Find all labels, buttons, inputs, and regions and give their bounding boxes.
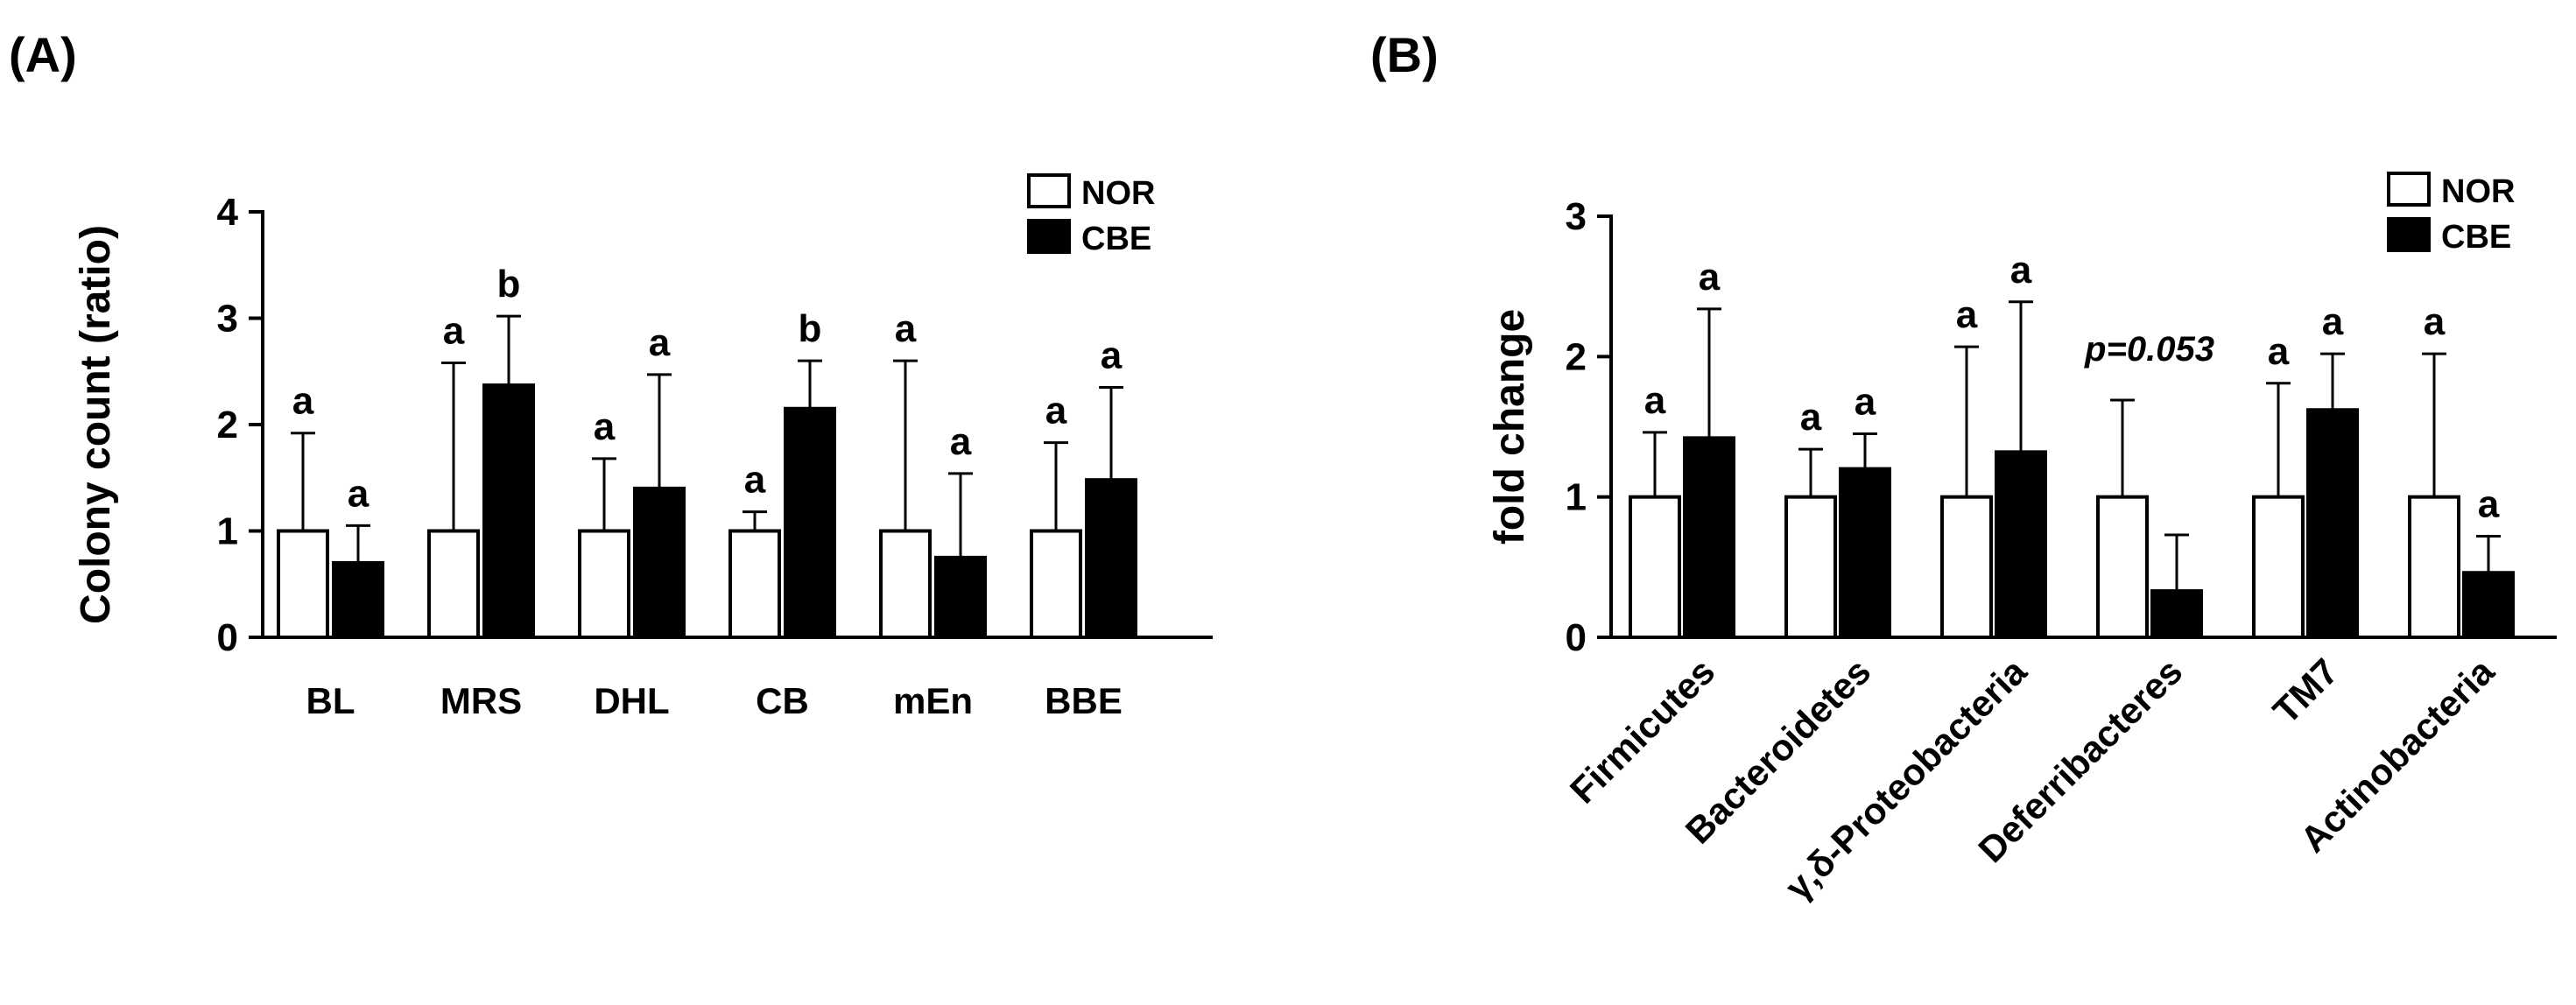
bar-cbe <box>2462 571 2515 639</box>
x-category-label: BBE <box>1045 680 1123 721</box>
significance-letter: a <box>1800 396 1822 439</box>
legend-swatch-cbe <box>2387 217 2431 252</box>
bar-cbe <box>1683 436 1735 639</box>
y-tick-label: 1 <box>217 510 238 553</box>
legend-label: NOR <box>1081 175 1155 212</box>
bar-cbe <box>1839 467 1891 639</box>
significance-letter: a <box>1101 334 1123 376</box>
bar-cbe <box>1085 478 1137 639</box>
y-tick-label: 1 <box>1566 476 1587 519</box>
significance-letter: a <box>1045 390 1067 432</box>
significance-letter: a <box>2322 300 2344 343</box>
bar-cbe <box>332 560 384 640</box>
bar-nor <box>2096 495 2149 640</box>
legend-swatch-nor <box>1027 173 1071 208</box>
x-category-label: TM7 <box>2265 650 2347 732</box>
y-axis-title: fold change <box>1487 309 1533 545</box>
y-tick-label: 3 <box>217 298 238 341</box>
significance-letter: b <box>799 307 822 350</box>
significance-letter: a <box>1855 381 1876 424</box>
bar-cbe <box>482 383 535 639</box>
bar-nor <box>277 529 329 639</box>
y-tick-label: 2 <box>217 404 238 446</box>
y-tick-label: 0 <box>217 616 238 659</box>
bar-nor <box>578 529 630 639</box>
bar-cbe <box>633 486 686 640</box>
significance-letter: a <box>1699 256 1721 299</box>
y-tick-label: 0 <box>1566 616 1587 659</box>
legend-label: CBE <box>1081 221 1151 257</box>
x-category-label: BL <box>306 680 355 721</box>
significance-letter: a <box>1956 293 1978 336</box>
bar-nor <box>1030 529 1082 639</box>
significance-letter: a <box>895 307 917 350</box>
bar-cbe <box>934 555 987 639</box>
bar-nor <box>427 529 480 639</box>
y-tick-label: 3 <box>1566 195 1587 238</box>
y-axis-title: Colony count (ratio) <box>73 225 119 624</box>
legend-swatch-nor <box>2387 172 2431 207</box>
significance-letter: a <box>1644 379 1666 422</box>
bar-nor <box>2252 495 2305 640</box>
significance-letter: a <box>950 420 972 463</box>
x-category-label: MRS <box>440 680 522 721</box>
bar-nor <box>1784 495 1837 640</box>
panel-b-label: (B) <box>1370 27 1439 82</box>
significance-letter: a <box>2424 300 2446 343</box>
significance-letter: a <box>744 459 766 502</box>
significance-letter: a <box>443 310 465 353</box>
panel-a-label: (A) <box>9 27 77 82</box>
bar-cbe <box>2150 589 2203 640</box>
bar-cbe <box>1995 450 2047 639</box>
x-category-label: Firmicutes <box>1562 650 1722 811</box>
bar-nor <box>1629 495 1681 640</box>
significance-letter: a <box>594 405 616 448</box>
significance-letter: a <box>2268 330 2290 373</box>
x-category-label: mEn <box>893 680 973 721</box>
x-category-label: CB <box>756 680 809 721</box>
y-tick-label: 4 <box>217 191 239 234</box>
significance-letter: a <box>292 380 314 423</box>
significance-letter: a <box>2010 249 2032 292</box>
bar-nor <box>1940 495 1993 640</box>
bar-nor <box>2408 495 2460 640</box>
significance-letter: a <box>2478 483 2500 526</box>
p-value-annotation: p=0.053 <box>2084 330 2214 369</box>
y-tick-label: 2 <box>1566 335 1587 378</box>
bar-cbe <box>2306 408 2359 639</box>
bar-nor <box>879 529 932 639</box>
legend-label: CBE <box>2441 219 2511 256</box>
x-category-label: DHL <box>594 680 669 721</box>
legend-label: NOR <box>2441 173 2515 210</box>
bar-cbe <box>784 406 836 639</box>
significance-letter: a <box>348 472 370 515</box>
significance-letter: a <box>649 321 671 364</box>
legend-swatch-cbe <box>1027 219 1071 254</box>
significance-letter: b <box>497 263 521 306</box>
bar-nor <box>728 529 781 639</box>
